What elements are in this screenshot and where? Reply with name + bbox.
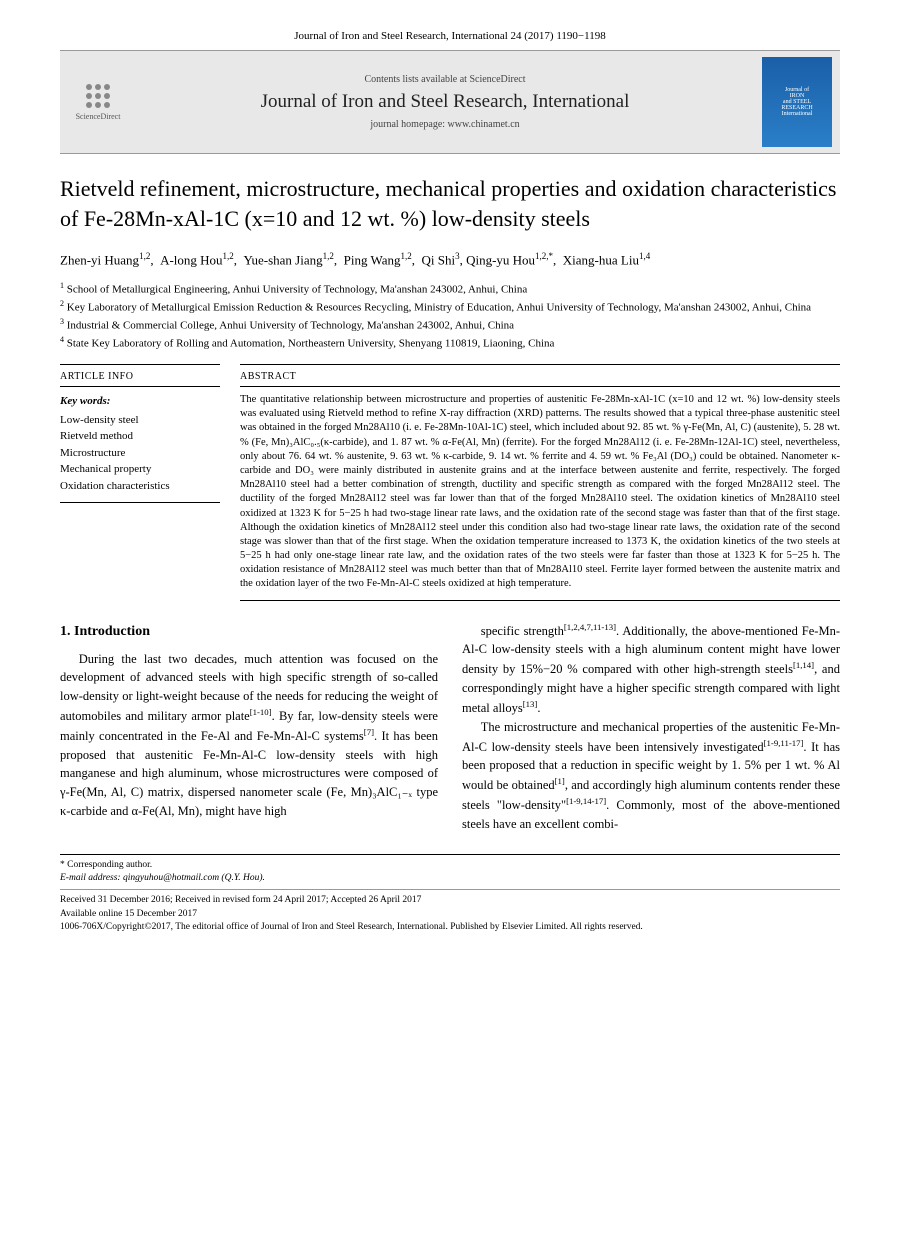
email-address: qingyuhou@hotmail.com (Q.Y. Hou). (123, 873, 265, 883)
affiliation: 4 State Key Laboratory of Rolling and Au… (60, 334, 840, 352)
section-heading: 1. Introduction (60, 621, 438, 642)
journal-cover-thumbnail: Journal of IRON and STEEL RESEARCH Inter… (762, 57, 832, 147)
article-title: Rietveld refinement, microstructure, mec… (60, 174, 840, 233)
keyword: Microstructure (60, 445, 220, 462)
corr-label: * Corresponding author. (60, 860, 152, 870)
keyword: Low-density steel (60, 412, 220, 429)
body-paragraph: During the last two decades, much attent… (60, 650, 438, 821)
affiliations: 1 School of Metallurgical Engineering, A… (60, 280, 840, 353)
article-info-heading: ARTICLE INFO (60, 371, 220, 387)
corresponding-author: * Corresponding author. E-mail address: … (60, 859, 840, 891)
journal-banner: ScienceDirect Contents lists available a… (60, 50, 840, 154)
banner-center: Contents lists available at ScienceDirec… (138, 74, 752, 130)
keywords-block: Key words: Low-density steel Rietveld me… (60, 393, 220, 503)
affiliation: 1 School of Metallurgical Engineering, A… (60, 280, 840, 298)
right-column: specific strength[1,2,4,7,11-13]. Additi… (462, 621, 840, 834)
keywords-label: Key words: (60, 393, 220, 410)
abstract-text: The quantitative relationship between mi… (240, 393, 840, 591)
abstract-heading: ABSTRACT (240, 371, 840, 387)
article-info-box: ARTICLE INFO Key words: Low-density stee… (60, 364, 220, 600)
keyword: Rietveld method (60, 428, 220, 445)
cover-text: International (766, 111, 828, 117)
affiliation: 3 Industrial & Commercial College, Anhui… (60, 316, 840, 334)
page-footer: * Corresponding author. E-mail address: … (60, 854, 840, 934)
copyright-line: 1006-706X/Copyright©2017, The editorial … (60, 921, 840, 934)
info-abstract-row: ARTICLE INFO Key words: Low-density stee… (60, 364, 840, 600)
received-line: Received 31 December 2016; Received in r… (60, 894, 840, 907)
running-header: Journal of Iron and Steel Research, Inte… (60, 30, 840, 42)
journal-homepage: journal homepage: www.chinamet.cn (138, 119, 752, 130)
body-columns: 1. Introduction During the last two deca… (60, 621, 840, 834)
journal-title: Journal of Iron and Steel Research, Inte… (138, 91, 752, 113)
left-column: 1. Introduction During the last two deca… (60, 621, 438, 834)
affiliation: 2 Key Laboratory of Metallurgical Emissi… (60, 298, 840, 316)
keyword: Oxidation characteristics (60, 478, 220, 495)
abstract-box: ABSTRACT The quantitative relationship b… (240, 364, 840, 600)
body-paragraph: The microstructure and mechanical proper… (462, 718, 840, 834)
body-paragraph: specific strength[1,2,4,7,11-13]. Additi… (462, 621, 840, 718)
online-line: Available online 15 December 2017 (60, 908, 840, 921)
contents-line: Contents lists available at ScienceDirec… (138, 74, 752, 85)
keyword: Mechanical property (60, 461, 220, 478)
email-label: E-mail address: (60, 873, 121, 883)
authors-list: Zhen-yi Huang1,2, A-long Hou1,2, Yue-sha… (60, 249, 840, 271)
sciencedirect-logo: ScienceDirect (68, 84, 128, 121)
sd-label: ScienceDirect (76, 112, 121, 121)
